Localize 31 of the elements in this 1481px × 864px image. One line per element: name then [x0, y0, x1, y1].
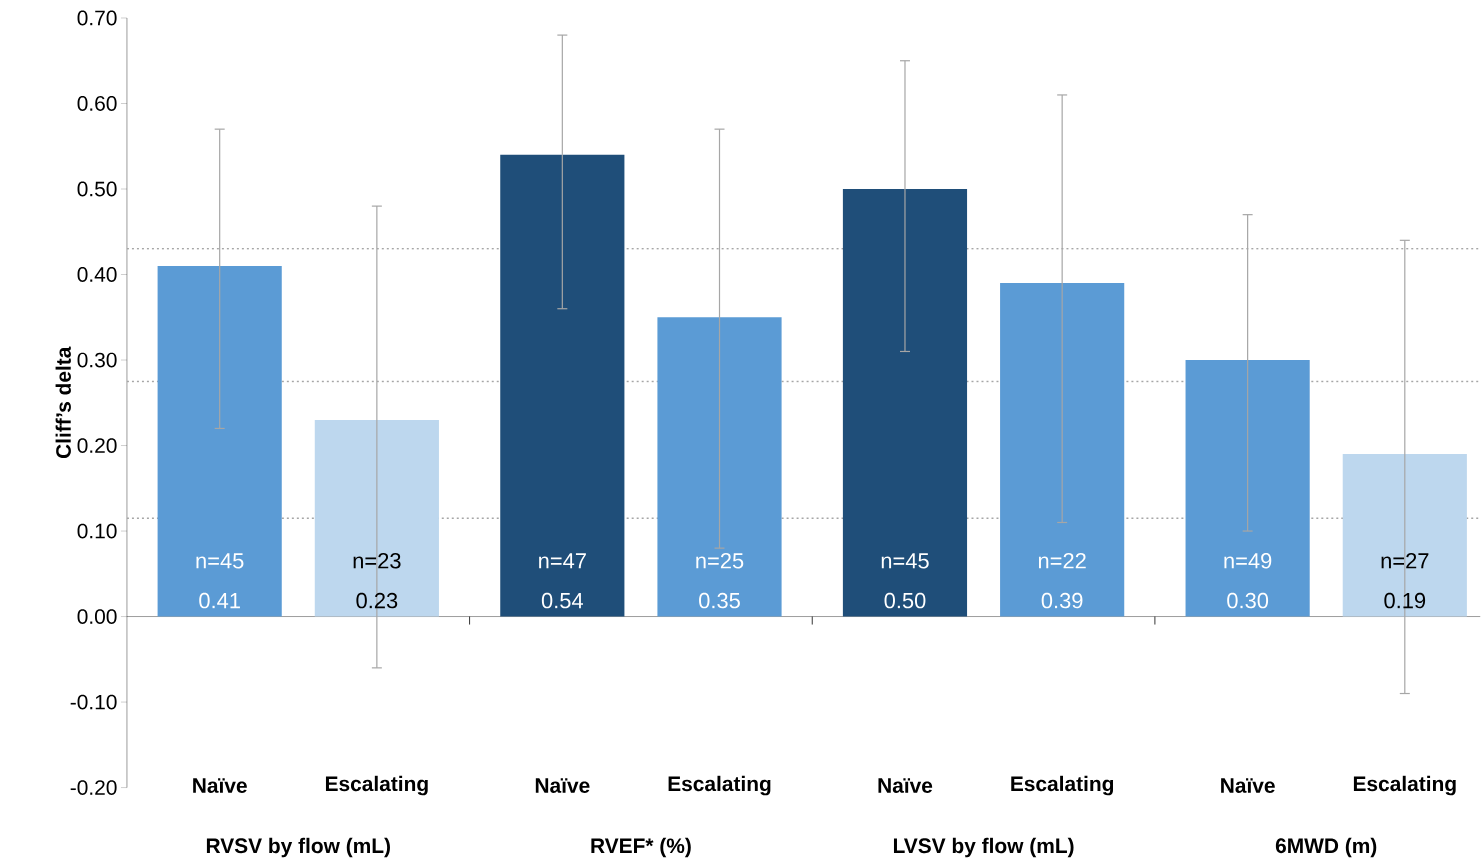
y-tick-label: 0.70: [77, 10, 117, 26]
x-tick-label: Naïve: [878, 778, 933, 794]
x-tick-label: Escalating: [668, 776, 771, 796]
y-axis-title: Cliff’s delta: [55, 346, 71, 459]
y-tick-label: 0.30: [77, 352, 117, 368]
data-label: n=23 0.23: [353, 553, 401, 609]
y-tick-label: -0.10: [70, 694, 117, 710]
data-label: n=25 0.35: [696, 553, 744, 609]
data-label: n=49 0.30: [1224, 553, 1272, 609]
data-label: n=45 0.50: [881, 553, 929, 609]
x-tick-label: Naïve: [1221, 778, 1275, 794]
x-tick-label: Escalating: [325, 776, 428, 796]
y-tick-label: 0.60: [77, 96, 117, 112]
y-tick-label: 0.10: [77, 523, 117, 539]
data-label: n=45 0.41: [196, 553, 244, 609]
x-tick-label: Naïve: [193, 778, 247, 794]
x-tick-label: Naïve: [535, 778, 590, 794]
y-tick-label: 0.20: [77, 438, 117, 454]
text: LVSV by flow (mL): [893, 838, 1074, 858]
y-tick-label: -0.20: [70, 780, 117, 796]
text: RVSV by flow (mL): [206, 838, 390, 858]
data-label: n=22 0.39: [1038, 553, 1086, 609]
data-label: n=47 0.54: [539, 553, 586, 609]
x-tick-label: Escalating: [1353, 776, 1456, 796]
y-tick-label: 0.00: [77, 609, 117, 625]
y-tick-label: 0.50: [77, 181, 117, 197]
text: 6MWD (m): [1275, 838, 1377, 858]
x-tick-label: Escalating: [1011, 776, 1114, 796]
data-label: n=27 0.19: [1381, 553, 1429, 609]
text: RVEF* (%): [591, 838, 691, 858]
y-tick-label: 0.40: [77, 267, 117, 283]
